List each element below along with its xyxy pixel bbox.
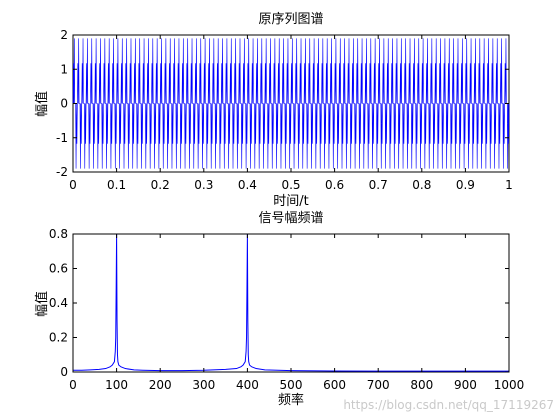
time-domain-x-tick-label: 0.2 xyxy=(151,178,170,192)
time-domain-x-tick-label: 0.9 xyxy=(456,178,475,192)
spectrum-x-tick-label: 600 xyxy=(323,378,346,392)
time-domain-y-tick-label: 1 xyxy=(60,62,68,76)
time-domain-x-tick-label: 0.3 xyxy=(194,178,213,192)
spectrum-line xyxy=(73,233,509,372)
spectrum-series xyxy=(73,233,509,372)
time-domain-y-tick-label: 0 xyxy=(60,97,68,111)
spectrum-ylabel: 幅值 xyxy=(34,291,50,317)
time-domain-title: 原序列图谱 xyxy=(258,12,323,27)
time-domain-y-tick-label: -2 xyxy=(56,165,68,179)
spectrum-x-tick-label: 0 xyxy=(69,378,77,392)
spectrum-x-tick-label: 400 xyxy=(236,378,259,392)
time-domain-x-tick-label: 0.6 xyxy=(325,178,344,192)
time-domain-x-tick-label: 0.5 xyxy=(281,178,300,192)
spectrum-y-tick-label: 0.6 xyxy=(49,262,68,276)
watermark: https://blog.csdn.net/qq_17119267 xyxy=(343,398,554,412)
time-domain-y-tick-label: -1 xyxy=(56,131,68,145)
time-domain-x-tick-label: 0.4 xyxy=(238,178,257,192)
time-domain-ylabel: 幅值 xyxy=(34,91,50,117)
spectrum-y-tick-label: 0.2 xyxy=(49,331,68,345)
time-domain-chart: 原序列图谱 0 0.1 0.2 0.3 0.4 0.5 0.6 0.7 0.8 0.9 1 -2 -1… xyxy=(34,12,513,209)
spectrum-y-tick-label: 0.8 xyxy=(49,227,68,241)
spectrum-chart: 信号幅频谱 0 100 200 300 400 500 600 700 800 900 1000 0… xyxy=(34,211,524,408)
time-domain-line xyxy=(72,38,510,169)
time-domain-y-tick-label: 2 xyxy=(60,28,68,42)
time-domain-series xyxy=(72,38,510,169)
spectrum-x-tick-label: 200 xyxy=(149,378,172,392)
spectrum-x-tick-label: 300 xyxy=(192,378,215,392)
time-domain-x-tick-label: 0.7 xyxy=(369,178,388,192)
time-domain-x-tick-label: 1 xyxy=(505,178,513,192)
spectrum-x-tick-label: 700 xyxy=(367,378,390,392)
spectrum-x-tick-label: 1000 xyxy=(494,378,525,392)
time-domain-x-tick-label: 0.1 xyxy=(107,178,126,192)
spectrum-x-tick-label: 900 xyxy=(454,378,477,392)
spectrum-x-tick-label: 800 xyxy=(410,378,433,392)
time-domain-xlabel: 时间/t xyxy=(273,194,308,209)
spectrum-y-tick-label: 0 xyxy=(60,365,68,379)
time-domain-x-ticks: 0 0.1 0.2 0.3 0.4 0.5 0.6 0.7 0.8 0.9 1 xyxy=(69,35,513,192)
time-domain-x-tick-label: 0 xyxy=(69,178,77,192)
time-domain-y-ticks: -2 -1 0 1 2 xyxy=(56,28,509,179)
spectrum-axes-box xyxy=(72,233,510,373)
spectrum-x-ticks: 0 100 200 300 400 500 600 700 800 900 1000 xyxy=(69,234,524,392)
spectrum-x-tick-label: 100 xyxy=(105,378,128,392)
time-domain-x-tick-label: 0.8 xyxy=(412,178,431,192)
spectrum-title: 信号幅频谱 xyxy=(258,211,323,226)
spectrum-y-tick-label: 0.4 xyxy=(49,296,68,310)
spectrum-y-ticks: 0 0.2 0.4 0.6 0.8 xyxy=(49,227,509,379)
spectrum-xlabel: 频率 xyxy=(278,392,304,408)
spectrum-x-tick-label: 500 xyxy=(280,378,303,392)
